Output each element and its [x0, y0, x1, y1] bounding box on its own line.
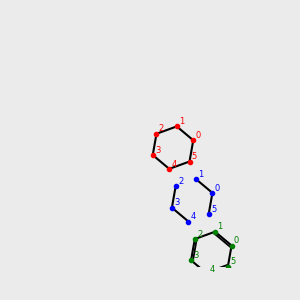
- Text: 3: 3: [155, 146, 160, 155]
- Text: 0: 0: [196, 131, 201, 140]
- Text: 2: 2: [178, 177, 183, 186]
- Text: 5: 5: [211, 205, 216, 214]
- Text: 0: 0: [215, 184, 220, 193]
- Text: 4: 4: [172, 160, 177, 169]
- Text: 3: 3: [174, 198, 180, 207]
- Text: 5: 5: [230, 257, 236, 266]
- Text: 1: 1: [218, 222, 223, 231]
- Text: 1: 1: [198, 170, 203, 179]
- Text: 4: 4: [210, 265, 215, 274]
- Text: 2: 2: [197, 230, 203, 239]
- Text: 0: 0: [234, 236, 239, 245]
- Text: 4: 4: [191, 212, 196, 221]
- Text: 3: 3: [194, 251, 199, 260]
- Text: 2: 2: [159, 124, 164, 134]
- Text: 1: 1: [179, 117, 184, 126]
- Text: 5: 5: [192, 152, 197, 161]
